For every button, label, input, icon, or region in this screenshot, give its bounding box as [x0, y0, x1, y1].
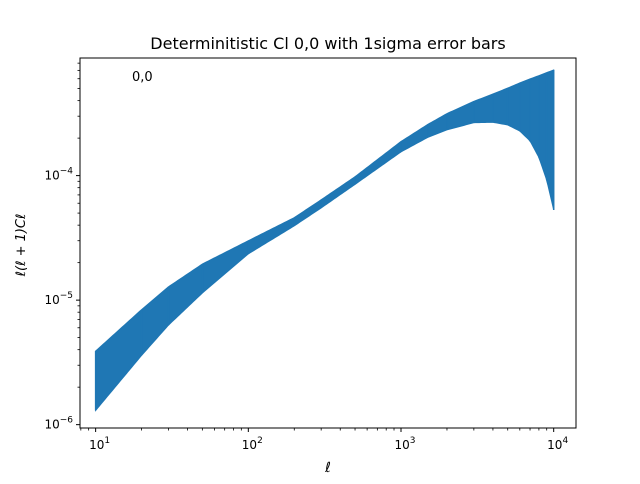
x-tick-label: 103: [394, 436, 415, 452]
y-tick-label: 10−6: [44, 416, 73, 432]
y-tick-label: 10−4: [44, 167, 73, 183]
x-tick-label: 101: [89, 436, 110, 452]
chart-title: Determinitistic Cl 0,0 with 1sigma error…: [150, 34, 505, 53]
x-tick-label: 102: [242, 436, 263, 452]
axes-frame: [79, 57, 577, 429]
x-tick-label: 104: [547, 436, 568, 452]
plot-area: [94, 69, 555, 412]
panel-annotation: 0,0: [132, 70, 153, 85]
ticks: 101 102 103 104 10−6 10−5 10−4: [44, 62, 568, 452]
y-axis-label: ℓ(ℓ + 1)Cℓ: [14, 214, 29, 278]
x-axis-label: ℓ: [324, 460, 331, 476]
y-tick-label: 10−5: [44, 291, 73, 307]
